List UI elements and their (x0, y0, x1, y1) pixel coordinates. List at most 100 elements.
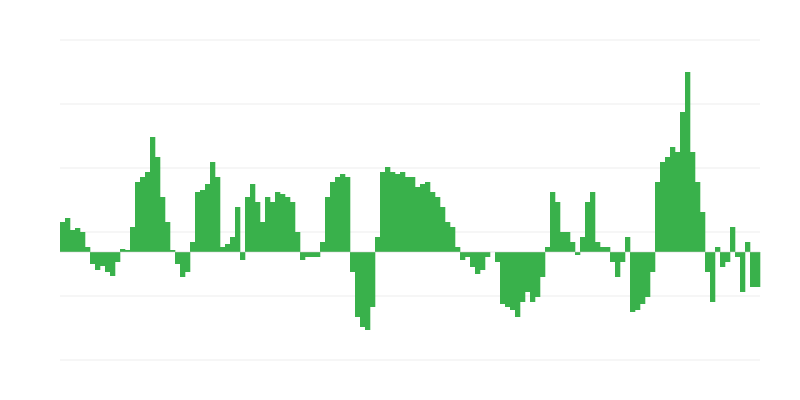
bar-31 (215, 177, 221, 252)
bar-52 (320, 242, 326, 252)
bar-73 (425, 182, 431, 252)
bar-13 (125, 250, 131, 252)
bar-21 (165, 222, 171, 252)
bar-16 (140, 177, 146, 252)
bar-96 (540, 252, 546, 277)
bar-26 (190, 242, 196, 252)
bar-117 (645, 252, 651, 297)
bar-80 (460, 252, 466, 260)
bar-76 (440, 207, 446, 252)
bar-45 (285, 197, 291, 252)
bar-4 (80, 232, 86, 252)
bar-53 (325, 197, 331, 252)
bar-94 (530, 252, 536, 302)
bar-128 (700, 212, 706, 252)
bar-50 (310, 252, 316, 257)
bar-82 (470, 252, 476, 267)
bar-56 (340, 174, 346, 252)
bar-32 (220, 247, 226, 252)
bar-112 (620, 252, 626, 262)
bar-85 (485, 252, 491, 257)
bar-131 (715, 247, 721, 252)
bar-11 (115, 252, 121, 262)
bar-28 (200, 190, 206, 252)
bar-98 (550, 192, 556, 252)
bars (60, 72, 761, 330)
bar-64 (380, 172, 386, 252)
bar-0 (60, 222, 66, 252)
bar-51 (315, 252, 321, 257)
bar-84 (480, 252, 486, 270)
bar-60 (360, 252, 366, 327)
bar-19 (155, 157, 161, 252)
bar-43 (275, 192, 281, 252)
bar-83 (475, 252, 481, 274)
bar-25 (185, 252, 191, 272)
bar-37 (245, 197, 251, 252)
bar-33 (225, 244, 231, 252)
bar-92 (520, 252, 526, 302)
bar-79 (455, 247, 461, 252)
bar-99 (555, 202, 561, 252)
bar-69 (405, 177, 411, 252)
bar-78 (450, 227, 456, 252)
bar-6 (90, 252, 96, 264)
bar-87 (495, 252, 501, 262)
bar-133 (725, 252, 731, 262)
bar-39 (255, 202, 261, 252)
bar-90 (510, 252, 516, 310)
bar-104 (580, 237, 586, 252)
bar-118 (650, 252, 656, 272)
bar-3 (75, 228, 81, 252)
bar-29 (205, 184, 211, 252)
bar-71 (415, 187, 421, 252)
bar-59 (355, 252, 361, 317)
bar-108 (600, 247, 606, 252)
bar-42 (270, 202, 276, 252)
bar-136 (740, 252, 746, 292)
bar-70 (410, 177, 416, 252)
bar-35 (235, 207, 241, 252)
bar-55 (335, 177, 341, 252)
bar-24 (180, 252, 186, 277)
bar-48 (300, 252, 306, 260)
bar-18 (150, 137, 156, 252)
bar-121 (665, 157, 671, 252)
bar-127 (695, 182, 701, 252)
bar-109 (605, 247, 611, 252)
bar-93 (525, 252, 531, 292)
bar-122 (670, 147, 676, 252)
bar-116 (640, 252, 646, 304)
bar-68 (400, 172, 406, 252)
bar-27 (195, 192, 201, 252)
bar-119 (655, 182, 661, 252)
bar-2 (70, 230, 76, 252)
bar-74 (430, 192, 436, 252)
bar-41 (265, 197, 271, 252)
bar-81 (465, 252, 471, 257)
bar-126 (690, 152, 696, 252)
bar-14 (130, 227, 136, 252)
bar-113 (625, 237, 631, 252)
bar-5 (85, 247, 91, 252)
bar-139 (755, 252, 761, 287)
bar-46 (290, 202, 296, 252)
bar-44 (280, 194, 286, 252)
bar-36 (240, 252, 246, 260)
bar-110 (610, 252, 616, 262)
bar-120 (660, 162, 666, 252)
bar-89 (505, 252, 511, 307)
bar-23 (175, 252, 181, 264)
bar-123 (675, 152, 681, 252)
bar-49 (305, 252, 311, 257)
bar-63 (375, 237, 381, 252)
bar-124 (680, 112, 686, 252)
bar-125 (685, 72, 691, 252)
bar-65 (385, 167, 391, 252)
bar-111 (615, 252, 621, 277)
bar-67 (395, 174, 401, 252)
bar-101 (565, 232, 571, 252)
bar-34 (230, 237, 236, 252)
bar-40 (260, 222, 266, 252)
